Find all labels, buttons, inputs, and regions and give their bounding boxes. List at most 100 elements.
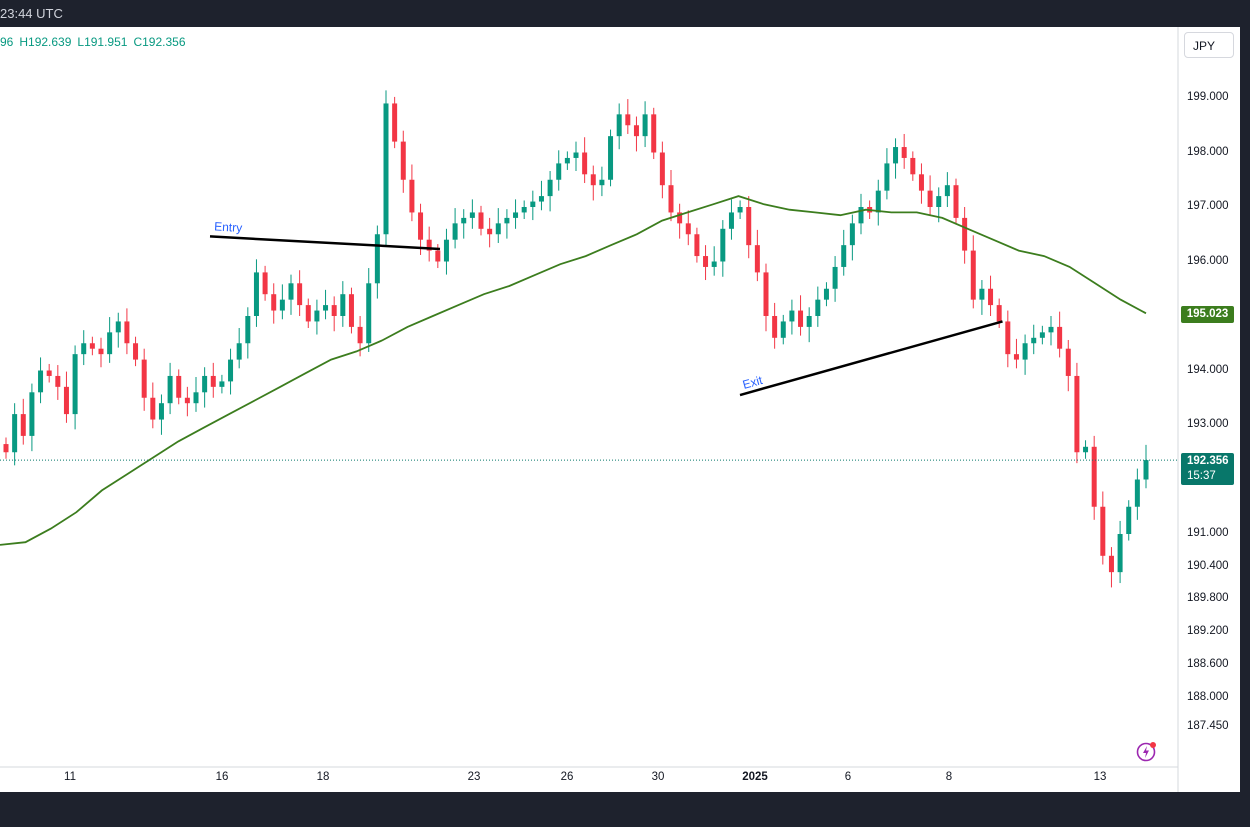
candle-body: [1005, 321, 1011, 355]
price-tick-label: 187.450: [1187, 720, 1229, 733]
candle-body: [1100, 506, 1106, 556]
ohlc-open: 96: [0, 35, 14, 49]
candle-body: [806, 316, 812, 327]
candle-body: [279, 299, 285, 311]
candle-body: [815, 299, 821, 316]
candle-body: [38, 370, 44, 393]
candle-body: [305, 305, 311, 322]
ma-value-tag: 195.023: [1181, 306, 1234, 323]
candle-body: [763, 272, 769, 316]
candle-body: [340, 294, 346, 316]
moving-average-line: [0, 195, 1147, 546]
candle-body: [210, 375, 216, 387]
candle-body: [996, 305, 1002, 322]
candle-body: [426, 239, 432, 251]
time-tick-label: 11: [64, 771, 76, 783]
time-tick-label: 2025: [742, 771, 768, 783]
chart-pane[interactable]: [0, 27, 1240, 792]
candle-body: [3, 444, 9, 453]
candle-body: [703, 256, 709, 267]
ohlc-high: H192.639: [19, 35, 72, 49]
candle-body: [443, 239, 449, 262]
price-tick-label: 198.000: [1187, 145, 1229, 158]
entry-trendline[interactable]: [209, 235, 441, 251]
candle-body: [435, 250, 441, 262]
candle-body: [841, 245, 847, 267]
candle-body: [357, 326, 363, 344]
candle-body: [158, 403, 164, 420]
candle-body: [348, 294, 354, 327]
currency-button[interactable]: JPY: [1184, 32, 1234, 58]
candle-body: [46, 370, 52, 376]
candle-body: [98, 348, 104, 355]
candle-body: [288, 283, 294, 300]
candle-body: [944, 185, 950, 197]
price-tick-label: 191.000: [1187, 527, 1229, 539]
candle-body: [271, 294, 277, 311]
candle-body: [668, 185, 674, 213]
price-tick-label: 189.800: [1187, 592, 1229, 605]
price-chart[interactable]: Entry Exit: [0, 27, 1240, 792]
candle-body: [625, 114, 631, 126]
candle-body: [832, 266, 838, 289]
candle-body: [1134, 479, 1140, 507]
candle-body: [651, 114, 657, 153]
candle-body: [936, 196, 942, 207]
candle-body: [979, 288, 985, 300]
candle-body: [780, 321, 786, 338]
candle-body: [573, 152, 579, 158]
candle-body: [642, 114, 648, 137]
ohlc-low: L191.951: [77, 35, 128, 49]
time-tick-label: 6: [844, 771, 852, 783]
candle-body: [1117, 534, 1123, 573]
candle-body: [167, 375, 173, 404]
lightning-icon[interactable]: [1136, 740, 1158, 762]
candle-body: [253, 272, 259, 316]
price-tick-label: 190.400: [1187, 559, 1229, 572]
candle-body: [124, 321, 130, 344]
candle-body: [789, 310, 795, 322]
time-tick-label: 16: [215, 771, 229, 783]
candle-body: [1143, 460, 1149, 480]
ohlc-close: C192.356: [133, 35, 186, 49]
candle-body: [409, 179, 415, 213]
price-tick-label: 194.000: [1187, 363, 1229, 376]
candle-body: [746, 207, 752, 246]
right-edge-strip: [1240, 27, 1250, 792]
candle-body: [1083, 446, 1089, 453]
time-tick-label: 13: [1093, 771, 1107, 783]
candle-body: [633, 125, 639, 137]
candle-body: [487, 228, 493, 235]
candle-body: [538, 196, 544, 202]
candle-body: [461, 217, 467, 224]
candle-body: [418, 212, 424, 240]
time-tick-label: 26: [560, 771, 574, 783]
candle-body: [72, 354, 78, 415]
candle-body: [927, 190, 933, 207]
candle-body: [754, 245, 760, 273]
exit-trendline[interactable]: [739, 320, 1003, 397]
candle-body: [1126, 506, 1132, 534]
candle-body: [988, 288, 994, 306]
candle-body: [12, 414, 18, 453]
price-tick-label: 193.000: [1187, 418, 1229, 430]
candle-body: [953, 185, 959, 218]
candle-body: [383, 103, 389, 235]
candle-body: [63, 386, 69, 415]
candle-body: [858, 207, 864, 224]
candle-body: [81, 343, 87, 355]
candle-body: [219, 381, 225, 387]
candle-body: [202, 375, 208, 393]
candle-body: [564, 157, 570, 164]
candle-body: [478, 212, 484, 229]
candle-body: [798, 310, 804, 327]
candle-body: [133, 343, 139, 360]
candle-body: [910, 157, 916, 175]
candle-body: [513, 212, 519, 218]
price-tick-label: 199.000: [1187, 91, 1229, 103]
candle-body: [55, 375, 61, 387]
candle-body: [297, 283, 303, 306]
candle-body: [582, 152, 588, 175]
candle-body: [677, 212, 683, 224]
candle-body: [314, 310, 320, 322]
